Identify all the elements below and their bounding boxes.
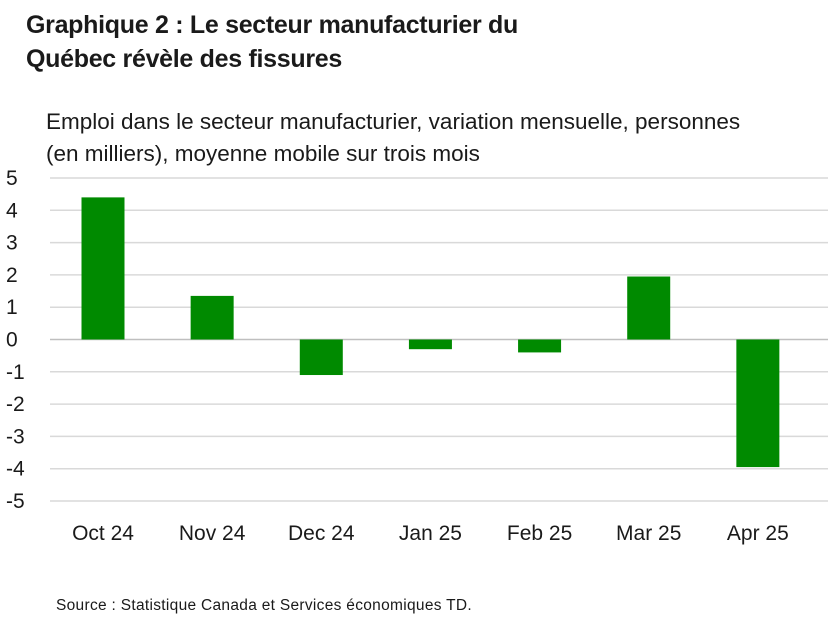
y-tick-label: -5 (6, 490, 25, 513)
y-tick-label: 2 (6, 264, 18, 287)
bar-jan-25 (408, 339, 452, 350)
x-tick-label: Oct 24 (72, 522, 134, 545)
bar-apr-25 (736, 339, 780, 468)
y-tick-label: -3 (6, 425, 25, 448)
y-tick-label: 5 (6, 167, 18, 190)
x-tick-label: Apr 25 (727, 522, 789, 545)
chart-title-line-2: Québec révèle des fissures (26, 45, 342, 73)
x-tick-label: Nov 24 (179, 522, 246, 545)
y-tick-label: 1 (6, 296, 18, 319)
chart-title-line-1: Graphique 2 : Le secteur manufacturier d… (26, 11, 518, 39)
y-tick-label: 4 (6, 199, 18, 222)
y-tick-label: -1 (6, 361, 25, 384)
y-tick-label: 0 (6, 329, 18, 352)
x-tick-label: Feb 25 (507, 522, 572, 545)
chart-subtitle-line-2: (en milliers), moyenne mobile sur trois … (46, 141, 480, 166)
y-tick-label: -2 (6, 393, 25, 416)
chart-subtitle-line-1: Emploi dans le secteur manufacturier, va… (46, 109, 741, 134)
bar-layer (81, 197, 780, 468)
x-tick-label: Mar 25 (616, 522, 681, 545)
x-axis-ticks: Oct 24 Nov 24 Dec 24 Jan 25 Feb 25 Mar 25 Apr … (72, 522, 789, 545)
y-tick-label: -4 (6, 458, 25, 481)
y-tick-label: 3 (6, 232, 18, 255)
x-tick-label: Jan 25 (399, 522, 462, 545)
x-tick-label: Dec 24 (288, 522, 355, 545)
bar-oct-24 (81, 197, 125, 340)
chart-subtitle: Emploi dans le secteur manufacturier, va… (46, 106, 826, 170)
bar-nov-24 (190, 295, 234, 340)
bar-feb-25 (518, 339, 562, 353)
y-axis-ticks: 5 4 3 2 1 0 -1 -2 -3 -4 -5 (6, 167, 25, 513)
bar-mar-25 (627, 276, 671, 340)
bar-dec-24 (299, 339, 343, 376)
chart-title: Graphique 2 : Le secteur manufacturier d… (26, 8, 726, 76)
source-note: Source : Statistique Canada et Services … (56, 597, 472, 614)
